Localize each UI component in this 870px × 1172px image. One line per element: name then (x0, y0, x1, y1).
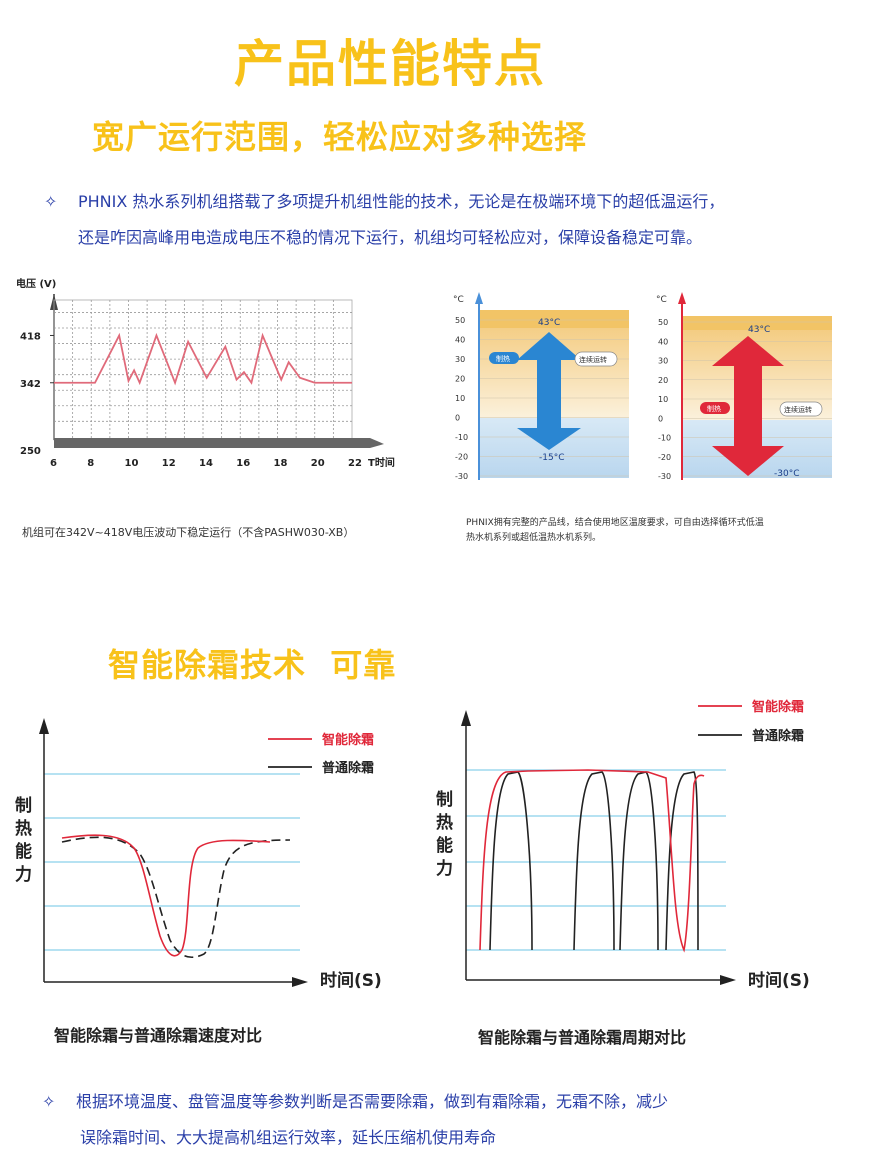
x-axis-label: 时间(S) (748, 970, 810, 991)
temp-chart-right: °C 50 40 30 20 10 0 -10 -20 -30 43°C -30°C 制热 连续… (656, 292, 832, 481)
svg-text:力: 力 (15, 864, 32, 885)
x-tick-label: 20 (311, 458, 325, 469)
x-axis-label: 时间(S) (320, 970, 382, 991)
mode-label-left: 制热 (496, 354, 510, 363)
section1-paragraph: ✧ PHNIX 热水系列机组搭载了多项提升机组性能的技术，无论是在极端环境下的超低… (44, 192, 864, 248)
para3-line-1: 根据环境温度、盘管温度等参数判断是否需要除霜，做到有霜除霜，无霜不除，减少 (76, 1092, 669, 1111)
defrost-speed-chart: 制 热 能 力 时间(S) 智能除霜 普通除霜 (15, 718, 382, 991)
x-tick-label: 10 (125, 458, 139, 469)
sparkle-icon: ✧ (44, 192, 58, 211)
svg-text:力: 力 (436, 858, 453, 879)
voltage-series-line (54, 332, 352, 386)
temp-tick-label: 40 (455, 336, 465, 345)
temp-tick-label: 20 (658, 376, 668, 385)
x-tick-label: 6 (50, 458, 57, 469)
temp-high-left: 43°C (538, 318, 560, 328)
voltage-xlabel: T时间 (368, 456, 395, 469)
x-tick-label: 14 (199, 458, 213, 469)
grid-lines (44, 773, 300, 951)
x-tick-label: 16 (236, 458, 250, 469)
smart-defrost-curve (61, 834, 271, 957)
defrost-cycle-chart: 制 热 能 力 时间(S) 智能除霜 普通除霜 (436, 699, 810, 991)
sparkle-icon: ✧ (42, 1092, 56, 1111)
run-label-left: 连续运转 (579, 355, 607, 364)
voltage-chart: 电压 (V) 6 8 10 12 14 16 18 20 22 418 342 250 T时间 (16, 277, 395, 469)
temp-low-left: -15°C (539, 453, 564, 463)
temp-tick-label: 10 (455, 394, 465, 403)
temp-unit-right: °C (656, 295, 667, 305)
temp-tick-label: -30 (455, 472, 468, 481)
temp-chart-left: °C 50 40 30 20 10 0 -10 -20 -30 43°C -15°C 制热 连续… (453, 292, 629, 481)
temp-tick-label: 50 (455, 316, 465, 325)
temp-tick-label: 20 (455, 375, 465, 384)
temp-caption: PHNIX拥有完整的产品线，结合使用地区温度要求，可自由选择循环式低温 热水机系… (466, 516, 764, 546)
svg-text:能: 能 (436, 835, 453, 856)
y-tick-label: 418 (20, 331, 41, 342)
svg-text:制: 制 (15, 795, 32, 816)
run-label-right: 连续运转 (784, 405, 812, 414)
section1-subtitle: 宽广运行范围，轻松应对多种选择 (92, 118, 588, 156)
y-axis-label: 制 热 能 力 (436, 789, 453, 879)
svg-text:热: 热 (15, 818, 32, 839)
temp-tick-label: -20 (658, 453, 671, 462)
voltage-ylabel: 电压 (V) (16, 277, 56, 290)
svg-text:热: 热 (436, 812, 453, 833)
y-tick-label: 250 (20, 446, 41, 457)
normal-defrost-curve (61, 836, 291, 959)
x-tick-label: 18 (274, 458, 288, 469)
para-line-2: 还是咋因高峰用电造成电压不稳的情况下运行，机组均可轻松应对，保障设备稳定可靠。 (78, 228, 703, 247)
temp-tick-label: 30 (455, 355, 465, 364)
x-tick-label: 8 (87, 458, 94, 469)
temp-tick-label: 40 (658, 337, 668, 346)
section3-paragraph: ✧ 根据环境温度、盘管温度等参数判断是否需要除霜，做到有霜除霜，无霜不除，减少 误… (42, 1092, 862, 1148)
svg-text:能: 能 (15, 841, 32, 862)
smart-defrost-curve (479, 769, 705, 953)
temp-unit-left: °C (453, 295, 464, 305)
temp-tick-label: -10 (658, 434, 671, 443)
mode-label-right: 制热 (707, 404, 721, 413)
temp-caption-line-2: 热水机系列或超低温热水机系列。 (466, 533, 602, 543)
x-tick-label: 22 (348, 458, 362, 469)
temp-tick-label: 0 (658, 414, 663, 423)
y-axis-label: 制 热 能 力 (15, 795, 32, 885)
section2-subtitle: 智能除霜技术 可靠 (108, 646, 397, 684)
temp-tick-label: 30 (658, 357, 668, 366)
caption-speed: 智能除霜与普通除霜速度对比 (54, 1026, 263, 1045)
temp-tick-label: -20 (455, 453, 468, 462)
temp-caption-line-1: PHNIX拥有完整的产品线，结合使用地区温度要求，可自由选择循环式低温 (466, 518, 764, 528)
legend-smart: 智能除霜 (752, 699, 804, 715)
temp-tick-label: -30 (658, 472, 671, 481)
temp-high-right: 43°C (748, 325, 770, 335)
legend-smart: 智能除霜 (322, 732, 374, 748)
temp-low-right: -30°C (774, 469, 799, 479)
legend-normal: 普通除霜 (322, 760, 374, 776)
temp-tick-label: -10 (455, 433, 468, 442)
para3-line-2: 误除霜时间、大大提高机组运行效率，延长压缩机使用寿命 (80, 1128, 497, 1147)
normal-defrost-curve (489, 771, 699, 951)
para-line-1: PHNIX 热水系列机组搭载了多项提升机组性能的技术，无论是在极端环境下的超低温… (78, 192, 725, 211)
y-tick-label: 342 (20, 379, 41, 390)
legend-normal: 普通除霜 (752, 728, 804, 744)
temp-tick-label: 0 (455, 414, 460, 423)
temp-tick-label: 50 (658, 318, 668, 327)
x-tick-label: 12 (162, 458, 176, 469)
voltage-caption: 机组可在342V~418V电压波动下稳定运行（不含PASHW030-XB） (22, 526, 355, 539)
temp-tick-label: 10 (658, 395, 668, 404)
page-title: 产品性能特点 (234, 35, 546, 93)
svg-text:制: 制 (436, 789, 453, 810)
caption-cycle: 智能除霜与普通除霜周期对比 (478, 1028, 687, 1047)
